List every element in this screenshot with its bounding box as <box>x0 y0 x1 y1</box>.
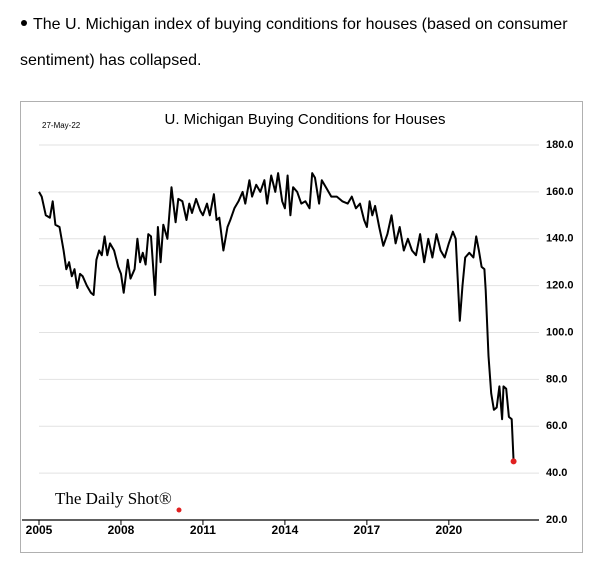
intro-line: sentiment) has collapsed. <box>20 52 201 69</box>
x-tick-label: 2014 <box>272 523 299 537</box>
x-tick-label: 2008 <box>108 523 135 537</box>
y-tick-label: 40.0 <box>546 467 567 479</box>
y-tick-label: 100.0 <box>546 326 574 338</box>
y-tick-label: 140.0 <box>546 233 574 245</box>
y-tick-label: 160.0 <box>546 186 574 198</box>
bullet <box>21 20 27 26</box>
y-tick-label: 120.0 <box>546 280 574 292</box>
x-tick-label: 2011 <box>190 523 216 537</box>
y-tick-label: 80.0 <box>546 373 567 385</box>
data-line <box>38 172 515 462</box>
logo-dot <box>176 507 182 513</box>
intro-line: The U. Michigan index of buying conditio… <box>33 16 568 33</box>
y-tick-label: 180.0 <box>546 139 574 151</box>
chart-frame <box>20 101 583 553</box>
x-tick-label: 2017 <box>354 523 381 537</box>
y-tick-label: 20.0 <box>546 514 567 526</box>
date-label: 27-May-22 <box>42 121 81 130</box>
x-tick-label: 2005 <box>26 523 53 537</box>
chart-title: U. Michigan Buying Conditions for Houses <box>165 111 446 128</box>
y-tick-label: 60.0 <box>546 420 567 432</box>
source-logo: The Daily Shot® <box>55 489 172 508</box>
end-point <box>510 458 517 465</box>
x-tick-label: 2020 <box>435 523 462 537</box>
